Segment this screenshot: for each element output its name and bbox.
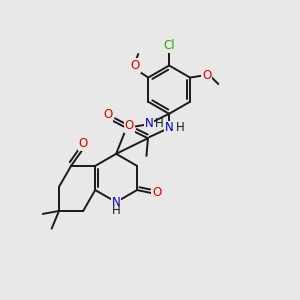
Text: H: H: [176, 122, 184, 134]
Text: O: O: [79, 137, 88, 150]
Text: O: O: [202, 69, 211, 82]
Text: N: N: [165, 122, 173, 134]
Text: H: H: [112, 204, 121, 217]
Text: O: O: [103, 108, 112, 121]
Text: N: N: [112, 196, 121, 209]
Text: O: O: [125, 119, 134, 132]
Text: N: N: [144, 117, 153, 130]
Text: O: O: [152, 187, 161, 200]
Text: O: O: [130, 59, 140, 72]
Text: Cl: Cl: [163, 39, 175, 52]
Text: H: H: [155, 117, 164, 130]
